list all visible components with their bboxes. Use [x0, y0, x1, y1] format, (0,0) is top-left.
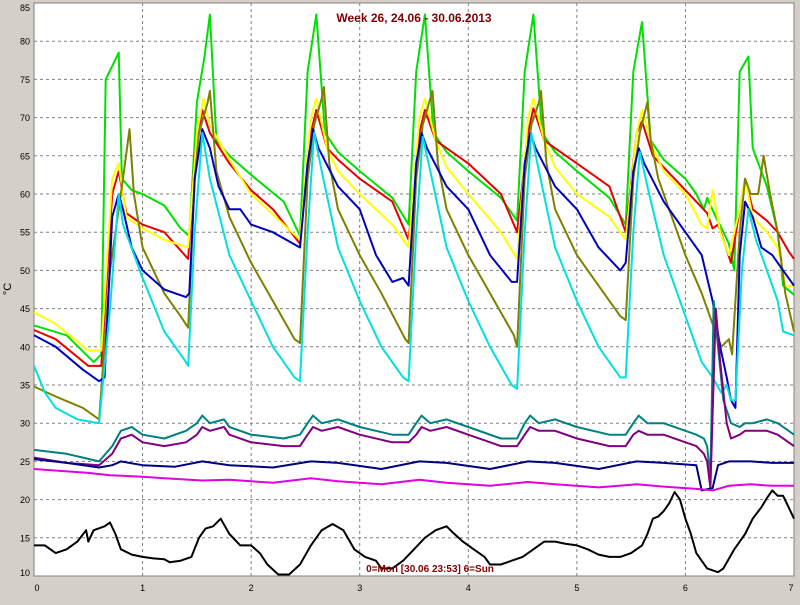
- y-tick-label: 35: [20, 381, 30, 391]
- x-tick-label: 6: [683, 583, 688, 593]
- series-line-9: [33, 458, 794, 492]
- x-axis-label: 0=Mon [30.06 23:53] 6=Sun: [366, 564, 494, 575]
- x-tick-labels: 0 1 2 3 4 5 6 7: [34, 583, 793, 593]
- y-tick-label: 65: [20, 151, 30, 161]
- y-tick-label: 15: [20, 533, 30, 543]
- x-tick-label: 5: [574, 583, 579, 593]
- y-tick-label: 20: [20, 495, 30, 505]
- y-tick-label: 10: [20, 568, 30, 578]
- x-tick-label: 3: [357, 583, 362, 593]
- y-tick-label: 80: [20, 37, 30, 47]
- x-tick-label: 4: [466, 583, 471, 593]
- y-tick-label: 45: [20, 304, 30, 314]
- series-line-11: [34, 489, 795, 576]
- y-tick-label: 25: [20, 457, 30, 467]
- x-tick-label: 0: [34, 583, 39, 593]
- y-tick-label: 85: [20, 3, 30, 13]
- series-line-10: [33, 468, 794, 492]
- series-line-3: [33, 97, 794, 352]
- chart-title: Week 26, 24.06 - 30.06.2013: [336, 11, 492, 25]
- series-line-4: [33, 86, 795, 421]
- y-tick-label: 40: [20, 342, 30, 352]
- y-tick-labels: 10 15 20 25 30 35 40 45 50 55 60 65 70 75 80 85: [20, 3, 30, 578]
- y-tick-label: 75: [20, 75, 30, 85]
- y-axis-label: °C: [2, 283, 14, 295]
- y-tick-label: 60: [20, 190, 30, 200]
- series-lines: [33, 13, 795, 576]
- y-tick-label: 70: [20, 113, 30, 123]
- y-tick-label: 55: [20, 228, 30, 238]
- x-tick-label: 7: [788, 583, 793, 593]
- x-tick-label: 2: [249, 583, 254, 593]
- series-line-8: [33, 307, 795, 490]
- y-tick-label: 50: [20, 266, 30, 276]
- x-tick-label: 1: [140, 583, 145, 593]
- y-tick-label: 30: [20, 419, 30, 429]
- series-line-6: [33, 131, 795, 425]
